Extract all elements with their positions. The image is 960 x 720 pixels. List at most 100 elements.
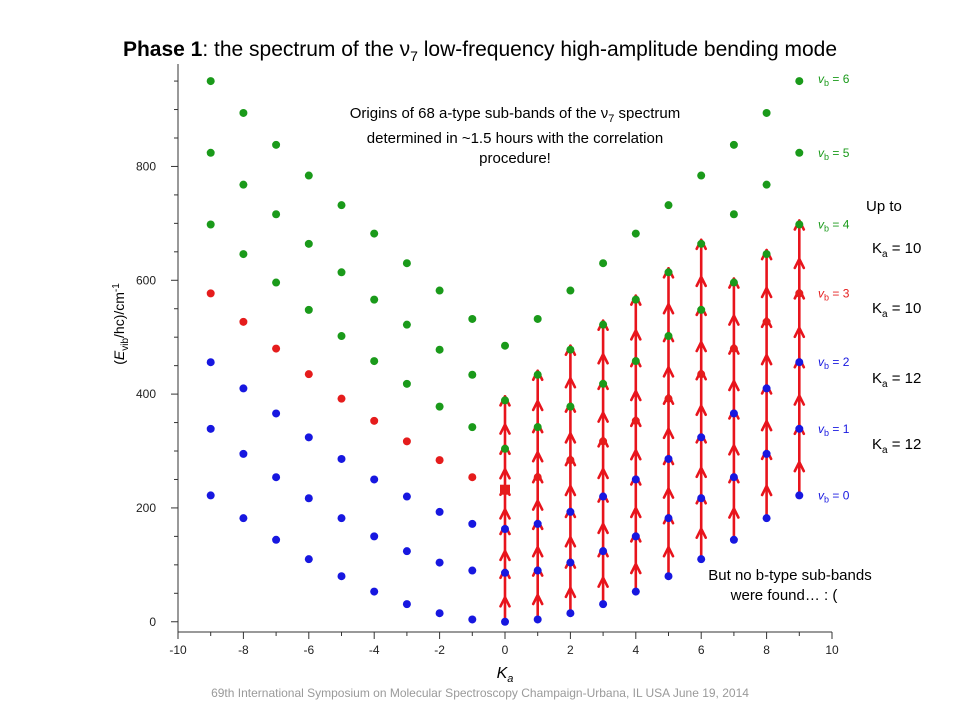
data-point-vb-2: [239, 384, 248, 393]
data-point-vb-2: [533, 519, 542, 528]
data-point-vb-5: [664, 268, 673, 277]
data-point-vb-1: [664, 514, 673, 523]
y-tick-label: 600: [136, 273, 156, 287]
annotation-box: Origins of 68 a-type sub-bands of the ν7…: [290, 104, 740, 169]
data-point-vb-3: [304, 370, 313, 379]
series-label-vb-3: vb = 3: [818, 286, 850, 302]
annotation-nu: ν: [600, 105, 609, 122]
data-point-vb-3: [762, 317, 771, 326]
data-point-vb-1: [468, 566, 477, 575]
transition-arrow-head: [597, 352, 609, 365]
transition-arrow-head: [629, 506, 642, 519]
annotation-nu-sub: 7: [608, 113, 615, 125]
data-point-vb-5: [272, 210, 281, 219]
transition-arrow-head: [760, 419, 773, 432]
data-point-vb-2: [402, 492, 411, 501]
data-point-vb-0: [435, 609, 444, 618]
data-point-vb-4: [370, 357, 379, 366]
transition-arrow-head: [564, 432, 577, 444]
transition-arrow-head: [629, 562, 642, 575]
data-point-vb-4: [631, 357, 640, 366]
transition-arrow-head: [499, 549, 511, 562]
data-point-vb-0: [402, 600, 411, 609]
transition-arrow-head: [695, 340, 708, 353]
transition-arrow-head: [760, 353, 773, 366]
data-point-vb-6: [631, 229, 640, 238]
data-point-vb-0: [337, 572, 346, 581]
data-point-vb-2: [304, 433, 313, 442]
bottom-note-line-1: But no b-type sub-bands: [708, 567, 872, 584]
data-point-vb-4: [304, 305, 313, 314]
x-axis-label: Ka: [497, 665, 514, 685]
data-point-vb-2: [664, 454, 673, 463]
data-point-vb-4: [599, 379, 608, 388]
data-point-vb-6: [239, 108, 248, 117]
data-point-vb-1: [599, 547, 608, 556]
series-label-vb-6: vb = 6: [818, 72, 850, 88]
data-point-vb-5: [206, 148, 215, 157]
data-point-vb-4: [206, 220, 215, 229]
x-tick-label: 4: [632, 643, 639, 657]
data-point-vb-0: [533, 615, 542, 624]
series-label-vb-1: vb = 1: [818, 422, 850, 438]
transition-arrow-head: [531, 545, 544, 558]
data-point-vb-6: [304, 171, 313, 180]
transition-arrow-head: [662, 302, 675, 315]
data-point-vb-2: [468, 519, 477, 528]
transition-arrow-head: [531, 593, 544, 606]
data-point-vb-0: [795, 491, 804, 500]
data-point-vb-5: [435, 345, 444, 354]
data-point-vb-0: [468, 615, 477, 624]
data-point-vb-1: [795, 424, 804, 433]
data-point-vb-3: [206, 289, 215, 298]
transition-arrow-head: [728, 379, 740, 392]
ka-limit-3: Ka = 12: [872, 370, 921, 390]
data-point-vb-2: [206, 358, 215, 367]
data-point-vb-1: [239, 449, 248, 458]
transition-arrow-head: [662, 427, 675, 440]
data-point-vb-1: [566, 558, 575, 567]
data-point-vb-0: [631, 587, 640, 596]
data-point-vb-6: [206, 77, 215, 86]
transition-arrow-head: [793, 394, 806, 406]
title-rest-1: : the spectrum of the: [202, 38, 400, 61]
bottom-note-line-2: were found… : (: [730, 587, 838, 604]
data-point-vb-6: [272, 140, 281, 149]
data-point-vb-2: [599, 492, 608, 501]
data-point-vb-3: [566, 456, 575, 465]
data-point-vb-5: [729, 210, 738, 219]
slide-title: Phase 1: the spectrum of the ν7 low-freq…: [0, 38, 960, 64]
data-point-vb-3: [370, 416, 379, 425]
data-point-vb-2: [337, 454, 346, 463]
transition-arrow-head: [728, 444, 740, 456]
data-point-vb-0: [206, 491, 215, 500]
data-point-vb-0: [566, 609, 575, 618]
ka-value: = 10: [887, 240, 922, 257]
data-point-vb-1: [435, 558, 444, 567]
transition-arrow-head: [629, 448, 642, 461]
transition-arrow-head: [597, 411, 609, 423]
data-point-vb-2: [631, 475, 640, 484]
y-tick-label: 0: [149, 615, 156, 629]
data-point-vb-2: [697, 433, 706, 442]
data-point-vb-3: [533, 473, 542, 482]
data-point-vb-5: [566, 345, 575, 354]
title-nu: ν: [399, 38, 411, 61]
data-point-vb-3: [239, 317, 248, 326]
annotation-line-1: Origins of 68 a-type sub-bands of the ν7…: [290, 104, 740, 129]
data-point-vb-4: [239, 250, 248, 259]
transition-arrow-head: [695, 404, 708, 417]
data-point-vb-6: [468, 314, 477, 323]
series-label-vb-0: vb = 0: [818, 488, 850, 504]
data-point-vb-5: [468, 370, 477, 379]
data-point-vb-4: [762, 250, 771, 259]
data-point-vb-6: [370, 229, 379, 238]
data-point-vb-2: [762, 384, 771, 393]
transition-arrow-head: [629, 389, 642, 402]
data-point-vb-3: [272, 344, 281, 353]
series-label-vb-2: vb = 2: [818, 355, 850, 371]
transition-arrow-head: [760, 484, 773, 497]
ka-sub: a: [882, 445, 888, 456]
x-tick-label: 0: [502, 643, 509, 657]
data-point-vb-1: [337, 514, 346, 523]
